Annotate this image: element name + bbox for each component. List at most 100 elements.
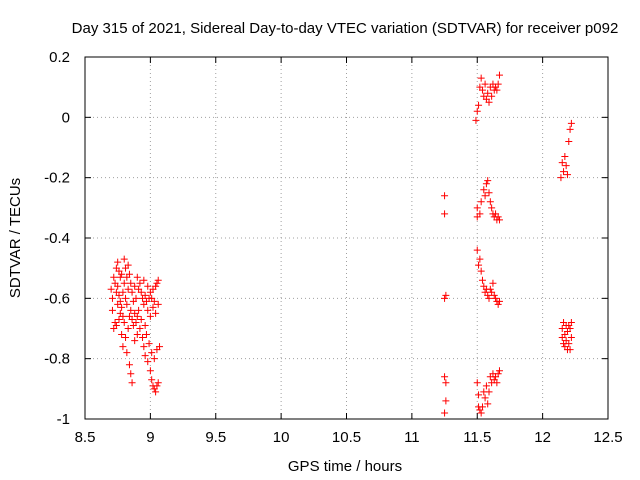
- data-point: [484, 177, 492, 185]
- x-axis-label: GPS time / hours: [288, 458, 402, 475]
- data-point: [127, 279, 135, 287]
- data-point: [142, 331, 150, 339]
- data-point: [475, 391, 483, 399]
- data-point: [154, 276, 162, 284]
- data-point: [493, 86, 501, 94]
- x-axis: 8.5 9 9.5 10 10.5 11 11.5 12 12.5: [75, 57, 623, 446]
- data-point: [120, 279, 128, 287]
- y-tick-label: -0.2: [44, 170, 70, 187]
- data-point: [146, 312, 154, 320]
- data-point: [114, 282, 122, 290]
- data-point: [442, 379, 450, 387]
- data-point: [116, 273, 124, 281]
- x-tick-label: 12: [534, 429, 551, 446]
- data-point: [481, 80, 489, 88]
- data-point: [488, 204, 496, 212]
- data-point: [561, 153, 569, 161]
- data-point: [122, 334, 130, 342]
- data-point: [476, 255, 484, 263]
- data-point: [482, 180, 490, 188]
- data-point: [478, 403, 486, 411]
- y-axis-label: SDTVAR / TECUs: [7, 178, 24, 298]
- data-point: [108, 294, 116, 302]
- data-point: [473, 246, 481, 254]
- data-point: [442, 397, 450, 405]
- data-point: [150, 297, 158, 305]
- y-tick-label: -1: [57, 411, 70, 428]
- data-point: [112, 321, 120, 329]
- data-point: [133, 273, 141, 281]
- data-point: [115, 315, 123, 323]
- y-tick-label: -0.4: [44, 230, 70, 247]
- data-point: [565, 137, 573, 145]
- data-point: [485, 388, 493, 396]
- data-point: [484, 89, 492, 97]
- data-point: [486, 198, 494, 206]
- data-point: [154, 300, 162, 308]
- data-point: [478, 276, 486, 284]
- data-point: [441, 192, 449, 200]
- data-point: [141, 291, 149, 299]
- data-point: [146, 367, 154, 375]
- data-point: [485, 189, 493, 197]
- data-point: [485, 294, 493, 302]
- data-point: [156, 343, 164, 351]
- data-point: [131, 337, 139, 345]
- data-point: [116, 297, 124, 305]
- data-point: [472, 116, 480, 124]
- x-tick-label: 9.5: [205, 429, 226, 446]
- data-point: [148, 376, 156, 384]
- data-point: [477, 409, 485, 417]
- data-point: [566, 125, 574, 133]
- x-tick-label: 12.5: [593, 429, 622, 446]
- data-point: [140, 343, 148, 351]
- data-point: [124, 325, 132, 332]
- y-axis: -1 -0.8 -0.6 -0.4 -0.2 0 0.2: [44, 49, 608, 428]
- data-point: [152, 388, 160, 396]
- x-tick-label: 9: [146, 429, 154, 446]
- data-point: [122, 294, 130, 302]
- data-point: [494, 80, 502, 88]
- data-point: [441, 210, 449, 218]
- data-point: [441, 294, 449, 302]
- data-point: [567, 119, 575, 127]
- data-point: [140, 276, 148, 284]
- data-point: [120, 255, 128, 263]
- data-point: [490, 291, 498, 299]
- x-tick-label: 10: [273, 429, 290, 446]
- data-point: [563, 171, 571, 179]
- data-point: [493, 379, 501, 387]
- data-point: [128, 379, 136, 387]
- data-point: [489, 279, 497, 287]
- data-point: [114, 258, 122, 266]
- data-point: [127, 370, 135, 378]
- data-point: [152, 282, 160, 290]
- data-point: [475, 101, 483, 109]
- data-point: [118, 270, 126, 278]
- data-point: [123, 300, 131, 308]
- data-point: [144, 282, 152, 290]
- data-point: [124, 261, 132, 269]
- data-point: [477, 74, 485, 82]
- data-point: [119, 288, 127, 296]
- data-point: [566, 346, 574, 354]
- data-point: [154, 379, 162, 387]
- data-point: [494, 213, 502, 221]
- data-point: [150, 355, 158, 363]
- chart-title: Day 315 of 2021, Sidereal Day-to-day VTE…: [72, 20, 619, 37]
- data-point: [494, 370, 502, 378]
- data-point: [481, 394, 489, 402]
- data-point: [125, 270, 133, 278]
- data-point: [133, 331, 141, 339]
- data-point: [119, 312, 127, 320]
- data-point: [152, 309, 160, 317]
- data-point: [149, 303, 157, 311]
- data-point: [567, 318, 575, 326]
- data-point: [566, 325, 574, 332]
- data-point: [108, 306, 116, 314]
- data-point: [133, 312, 141, 320]
- data-point: [107, 285, 115, 293]
- data-point: [442, 291, 450, 299]
- data-point: [119, 343, 127, 351]
- data-point: [473, 107, 481, 115]
